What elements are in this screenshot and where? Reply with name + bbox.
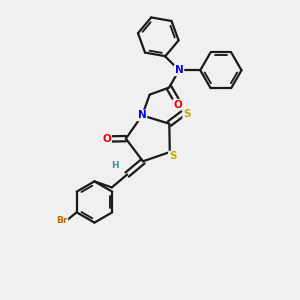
Text: S: S <box>169 152 176 161</box>
Text: O: O <box>173 100 182 110</box>
Text: O: O <box>102 134 111 144</box>
Text: H: H <box>111 161 118 170</box>
Text: N: N <box>175 65 183 75</box>
Text: S: S <box>183 109 191 118</box>
Text: Br: Br <box>56 216 68 225</box>
Text: N: N <box>138 110 146 120</box>
